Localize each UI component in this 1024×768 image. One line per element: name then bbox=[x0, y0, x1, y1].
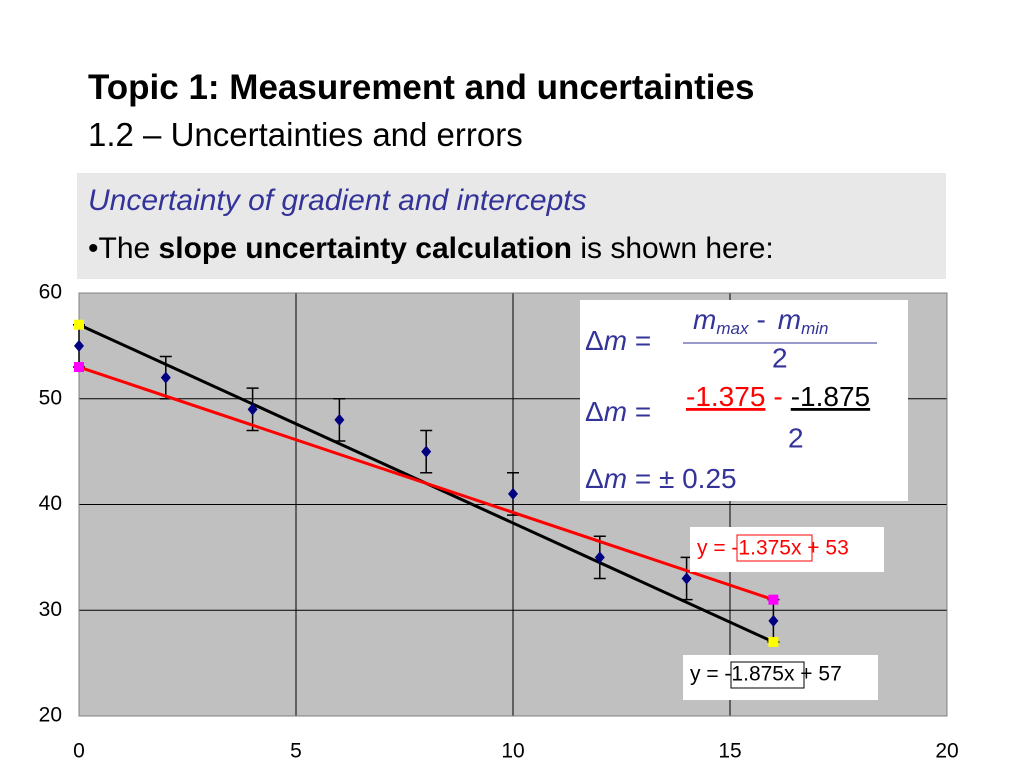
text: = bbox=[635, 325, 651, 356]
numerator: mmax - mmin bbox=[693, 304, 829, 338]
text: max bbox=[716, 319, 749, 338]
y-tick-label: 20 bbox=[39, 704, 62, 727]
x-tick-label: 5 bbox=[290, 740, 302, 763]
text: min bbox=[801, 319, 828, 338]
annotation: y = -1.875x + 57 bbox=[690, 663, 842, 686]
text-box: Uncertainty of gradient and intercepts •… bbox=[77, 173, 946, 279]
fit-line bbox=[78, 365, 774, 602]
y-tick-label: 60 bbox=[39, 281, 62, 304]
formula-result: Δm = ± 0.25 bbox=[585, 463, 737, 494]
annotation: y = -1.375x + 53 bbox=[697, 537, 849, 560]
text: -1.375 bbox=[686, 381, 765, 412]
text: is shown here: bbox=[571, 232, 774, 265]
text: -1.875 bbox=[791, 381, 870, 412]
text: m bbox=[604, 396, 627, 427]
text: The bbox=[98, 232, 159, 265]
text: m bbox=[778, 304, 801, 335]
denominator: 2 bbox=[788, 422, 804, 453]
x-tick-label: 10 bbox=[501, 740, 524, 763]
formula-box bbox=[580, 300, 908, 501]
text: m bbox=[604, 463, 627, 494]
box-heading: Uncertainty of gradient and intercepts bbox=[88, 184, 587, 217]
highlight bbox=[730, 661, 805, 689]
formula-lhs: Δm = bbox=[585, 325, 651, 356]
line-end-marker bbox=[768, 636, 779, 647]
line-end-marker bbox=[74, 362, 84, 373]
data-point bbox=[421, 445, 432, 458]
denominator: 2 bbox=[772, 342, 788, 373]
highlight bbox=[736, 534, 813, 562]
bullet-text: •The slope uncertainty calculation is sh… bbox=[88, 232, 774, 265]
data-point bbox=[160, 371, 171, 384]
data-point bbox=[681, 572, 692, 585]
y-tick-label: 50 bbox=[39, 386, 62, 409]
x-tick-label: 20 bbox=[935, 740, 958, 763]
text: ± 0.25 bbox=[659, 463, 737, 494]
marks bbox=[73, 319, 780, 647]
line-end-marker bbox=[74, 319, 84, 330]
plot-border bbox=[78, 292, 948, 717]
formula-lhs: Δm = bbox=[585, 396, 651, 427]
data-point bbox=[768, 614, 779, 627]
slide-title: Topic 1: Measurement and uncertainties bbox=[88, 68, 755, 107]
text: = bbox=[635, 396, 651, 427]
text: - bbox=[773, 381, 782, 412]
text: = bbox=[635, 463, 651, 494]
y-tick-label: 40 bbox=[39, 492, 62, 515]
bold-text: slope uncertainty calculation bbox=[158, 232, 572, 265]
text: Δ bbox=[585, 325, 604, 356]
text: Δ bbox=[585, 463, 604, 494]
overlays: Δm = mmax - mmin 2 Δm = -1.375- -1.875 2 Δm… bbox=[580, 300, 908, 700]
data-point bbox=[594, 551, 605, 564]
text: m bbox=[693, 304, 716, 335]
text: m bbox=[604, 325, 627, 356]
line-end-marker bbox=[768, 594, 779, 605]
y-tick-label: 30 bbox=[39, 598, 62, 621]
data-point bbox=[247, 403, 258, 416]
data-point bbox=[508, 487, 518, 500]
slide-subtitle: 1.2 – Uncertainties and errors bbox=[88, 116, 523, 153]
x-tick-label: 15 bbox=[718, 740, 741, 763]
x-tick-label: 0 bbox=[73, 740, 85, 763]
text: - bbox=[756, 304, 765, 335]
data-point bbox=[74, 339, 84, 352]
data-point bbox=[334, 413, 345, 426]
numerator: -1.375- -1.875 bbox=[686, 381, 870, 412]
text: Δ bbox=[585, 396, 604, 427]
